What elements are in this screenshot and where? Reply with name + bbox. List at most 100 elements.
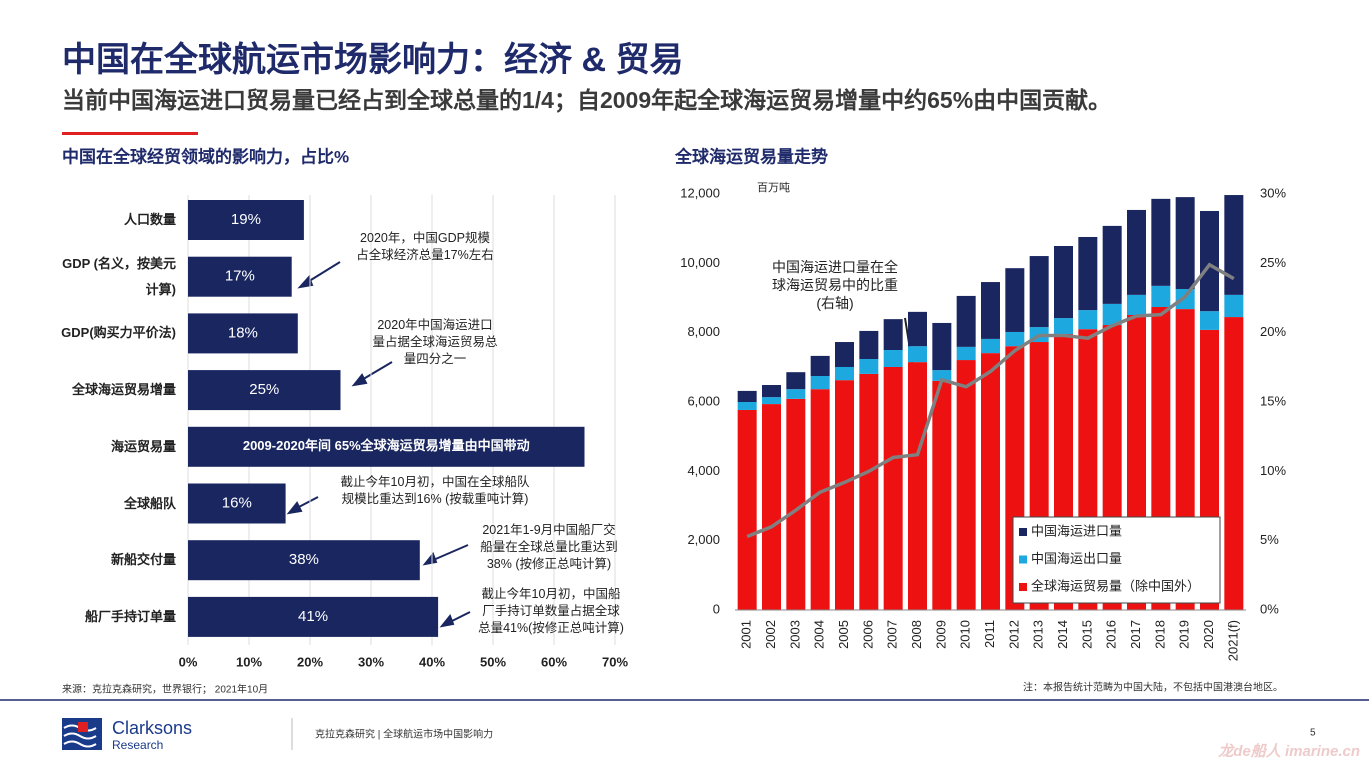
- bar-segment: [981, 338, 1000, 354]
- value-label: 38%: [289, 551, 319, 568]
- x-tick-label: 2018: [1152, 620, 1167, 649]
- bar-segment: [1175, 288, 1195, 310]
- caption: 克拉克森研究 | 全球航运市场中国影响力: [315, 728, 493, 741]
- accent-line: [62, 132, 198, 135]
- bar-segment: [1029, 256, 1049, 328]
- x-tick-label: 2013: [1031, 620, 1046, 649]
- category-label: 新船交付量: [110, 552, 176, 568]
- bar-segment: [810, 376, 830, 390]
- x-tick-label: 2021(f): [1225, 620, 1240, 661]
- x-tick-label: 2003: [787, 620, 802, 649]
- x-tick-label: 2006: [860, 620, 875, 649]
- bar: [188, 256, 292, 297]
- category-label: 人口数量: [123, 212, 176, 227]
- bar-segment: [737, 402, 757, 410]
- x-tick-label: 2008: [909, 620, 924, 649]
- y-tick-label: 0: [713, 601, 720, 616]
- y2-tick-label: 0%: [1260, 601, 1279, 616]
- source: 来源：克拉克森研究，世界银行； 2021年10月: [62, 683, 268, 696]
- bar: [188, 540, 420, 581]
- annotation: 2021年1-9月中国船厂交 船量在全球总量比重达到 38% (按修正总吨计算): [480, 522, 618, 571]
- x-tick-label: 2004: [812, 620, 827, 649]
- bar-segment: [1054, 246, 1073, 319]
- x-tick-label: 20%: [297, 654, 323, 669]
- bar-segment: [1078, 236, 1098, 311]
- x-tick-label: 2016: [1104, 620, 1119, 649]
- bar-segment: [859, 359, 879, 374]
- bar-segment: [1175, 197, 1195, 289]
- bar-segment: [835, 366, 854, 381]
- bar-segment: [1078, 310, 1098, 330]
- annotation: 截止今年10月初，中国船 厂手持订单数量占据全球 总量41%(按修正总吨计算): [478, 586, 624, 635]
- bar-segment: [1127, 209, 1146, 295]
- bar: [188, 200, 304, 240]
- value-label: 41%: [298, 608, 328, 625]
- bar-segment: [737, 390, 757, 402]
- chart-title: 中国在全球经贸领域的影响力，占比%: [62, 146, 349, 166]
- bar-segment: [883, 350, 903, 367]
- x-tick-label: 10%: [236, 654, 262, 669]
- y-tick-label: 8,000: [687, 324, 720, 339]
- legend-swatch: [1019, 583, 1027, 591]
- bar-segment: [1151, 198, 1171, 286]
- category-label: 海运贸易量: [110, 438, 176, 454]
- bar: [188, 426, 585, 467]
- value-label: 16%: [222, 494, 252, 511]
- x-tick-label: 2014: [1055, 620, 1070, 649]
- x-tick-label: 50%: [480, 654, 506, 669]
- legend-label: 中国海运进口量: [1031, 523, 1122, 538]
- y2-tick-label: 15%: [1260, 393, 1286, 408]
- bar: [188, 596, 439, 637]
- category-label: 船厂手持订单量: [84, 608, 176, 624]
- chart-title: 全球海运贸易量走势: [674, 146, 828, 166]
- bar-segment: [1224, 195, 1244, 295]
- bar-segment: [981, 282, 1000, 339]
- bar-segment: [786, 389, 806, 399]
- y-tick-label: 4,000: [687, 463, 720, 478]
- x-tick-label: 70%: [602, 654, 628, 669]
- legend-label: 中国海运出口量: [1031, 551, 1122, 566]
- title: 中国在全球航运市场影响力：经济 & 贸易: [62, 40, 683, 79]
- bar-segment: [762, 404, 781, 610]
- bar-segment: [762, 397, 781, 405]
- bar-segment: [1224, 294, 1244, 318]
- category-label: GDP (名义，按美元 计算): [62, 255, 176, 297]
- bar-segment: [883, 366, 903, 610]
- x-tick-label: 2005: [836, 620, 851, 649]
- category-label: 全球海运贸易增量: [71, 382, 176, 398]
- watermark: 龙de船人 imarine.cn: [1218, 743, 1360, 760]
- y-tick-label: 10,000: [680, 255, 720, 270]
- bar-segment: [1054, 318, 1073, 335]
- bar-segment: [859, 330, 879, 360]
- x-tick-label: 2002: [763, 620, 778, 649]
- value-label: 18%: [228, 324, 258, 341]
- x-tick-label: 2020: [1201, 620, 1216, 649]
- bar-segment: [1224, 317, 1244, 610]
- bar: [188, 370, 341, 411]
- bar-segment: [1102, 225, 1122, 304]
- bar-segment: [1102, 303, 1122, 326]
- ratio-line: [746, 262, 1235, 539]
- y2-tick-label: 30%: [1260, 185, 1286, 200]
- bar-segment: [810, 355, 830, 376]
- bar-segment: [932, 370, 952, 381]
- x-tick-label: 2009: [933, 620, 948, 649]
- bar-segment: [1151, 285, 1171, 308]
- x-tick-label: 2017: [1128, 620, 1143, 649]
- note: 注：本报告统计范畴为中国大陆，不包括中国港澳台地区。: [1023, 681, 1283, 694]
- bar-segment: [1005, 331, 1025, 347]
- legend-label: 全球海运贸易量（除中国外）: [1031, 578, 1200, 593]
- y2-tick-label: 10%: [1260, 463, 1286, 478]
- y2-tick-label: 5%: [1260, 532, 1279, 547]
- bar-segment: [908, 311, 927, 347]
- bar-segment: [956, 360, 976, 610]
- bar-segment: [932, 322, 952, 371]
- y-tick-label: 2,000: [687, 532, 720, 547]
- x-tick-label: 2001: [739, 620, 754, 649]
- legend-box: [1012, 516, 1221, 604]
- category-label: 全球船队: [123, 495, 176, 511]
- bar-segment: [810, 389, 830, 610]
- value-label: 2009-2020年间 65%全球海运贸易增量由中国带动: [243, 438, 530, 453]
- page-number: 5: [1310, 728, 1316, 739]
